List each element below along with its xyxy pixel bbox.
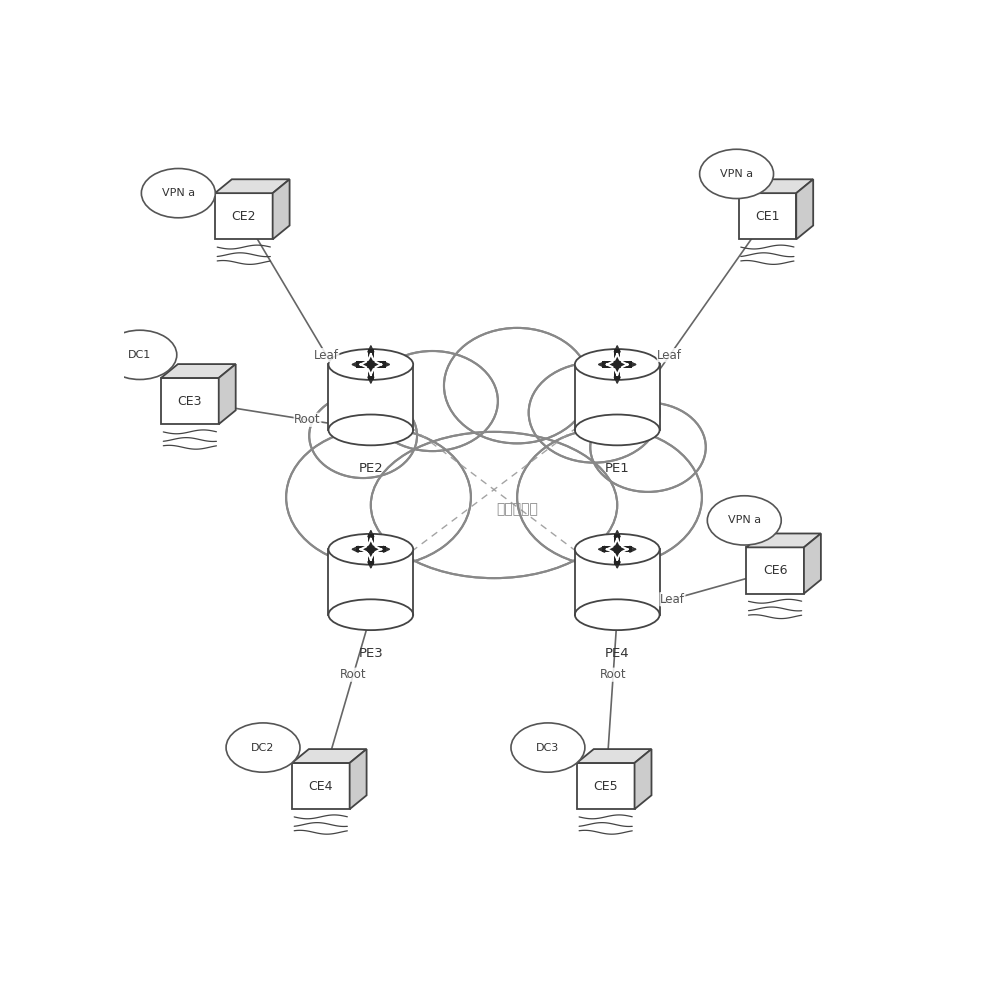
Ellipse shape	[531, 364, 658, 461]
Text: Leaf: Leaf	[314, 349, 339, 362]
Text: DC2: DC2	[251, 743, 274, 753]
Polygon shape	[577, 749, 651, 763]
Polygon shape	[272, 179, 289, 239]
Polygon shape	[328, 364, 414, 430]
Polygon shape	[739, 179, 813, 193]
Polygon shape	[356, 361, 386, 368]
Text: Root: Root	[599, 668, 626, 681]
Polygon shape	[796, 179, 813, 239]
Polygon shape	[215, 193, 272, 239]
Polygon shape	[602, 361, 632, 368]
Ellipse shape	[700, 149, 773, 199]
Text: PE1: PE1	[605, 462, 629, 475]
Polygon shape	[215, 179, 289, 193]
Ellipse shape	[590, 403, 706, 492]
Polygon shape	[804, 533, 821, 594]
Text: CE2: CE2	[232, 210, 256, 223]
Text: CE4: CE4	[308, 780, 333, 793]
Ellipse shape	[446, 330, 588, 442]
Ellipse shape	[309, 393, 417, 478]
Polygon shape	[575, 549, 660, 615]
Ellipse shape	[328, 599, 414, 630]
Text: CE1: CE1	[755, 210, 779, 223]
Polygon shape	[292, 763, 350, 809]
Text: PE2: PE2	[359, 462, 384, 475]
Ellipse shape	[367, 351, 498, 451]
Polygon shape	[575, 364, 660, 430]
Ellipse shape	[328, 534, 414, 565]
Polygon shape	[292, 749, 367, 763]
Ellipse shape	[141, 169, 216, 218]
Text: PE3: PE3	[359, 647, 384, 660]
Polygon shape	[739, 193, 796, 239]
Text: VPN a: VPN a	[720, 169, 753, 179]
Text: 运营商网络: 运营商网络	[496, 502, 538, 516]
Polygon shape	[368, 349, 374, 380]
Polygon shape	[219, 364, 236, 424]
Polygon shape	[161, 378, 219, 424]
Ellipse shape	[375, 434, 613, 576]
Ellipse shape	[328, 349, 414, 380]
Polygon shape	[602, 546, 632, 552]
Ellipse shape	[289, 430, 468, 565]
Ellipse shape	[102, 330, 177, 379]
Polygon shape	[368, 534, 374, 565]
Polygon shape	[161, 364, 236, 378]
Ellipse shape	[529, 363, 660, 463]
Polygon shape	[634, 749, 651, 809]
Ellipse shape	[575, 599, 660, 630]
Ellipse shape	[708, 496, 781, 545]
Text: VPN a: VPN a	[728, 515, 760, 525]
Ellipse shape	[444, 328, 590, 443]
Ellipse shape	[520, 430, 699, 565]
Text: CE5: CE5	[593, 780, 618, 793]
Ellipse shape	[592, 404, 704, 491]
Text: Leaf: Leaf	[660, 593, 685, 606]
Text: VPN a: VPN a	[162, 188, 195, 198]
Ellipse shape	[286, 428, 471, 567]
Ellipse shape	[311, 395, 415, 477]
Ellipse shape	[328, 415, 414, 445]
Text: Root: Root	[294, 413, 321, 426]
Ellipse shape	[575, 415, 660, 445]
Text: Leaf: Leaf	[657, 349, 682, 362]
Polygon shape	[614, 534, 620, 565]
Polygon shape	[746, 533, 821, 547]
Text: PE4: PE4	[605, 647, 629, 660]
Text: CE6: CE6	[762, 564, 787, 577]
Polygon shape	[350, 749, 367, 809]
Polygon shape	[328, 549, 414, 615]
Ellipse shape	[369, 353, 496, 450]
Polygon shape	[614, 349, 620, 380]
Polygon shape	[356, 546, 386, 552]
Ellipse shape	[371, 432, 617, 578]
Polygon shape	[577, 763, 634, 809]
Ellipse shape	[575, 349, 660, 380]
Polygon shape	[746, 547, 804, 594]
Text: Root: Root	[340, 668, 367, 681]
Ellipse shape	[511, 723, 584, 772]
Text: DC1: DC1	[128, 350, 151, 360]
Ellipse shape	[226, 723, 300, 772]
Ellipse shape	[575, 534, 660, 565]
Ellipse shape	[517, 428, 702, 567]
Text: DC3: DC3	[537, 743, 560, 753]
Text: CE3: CE3	[178, 395, 202, 408]
